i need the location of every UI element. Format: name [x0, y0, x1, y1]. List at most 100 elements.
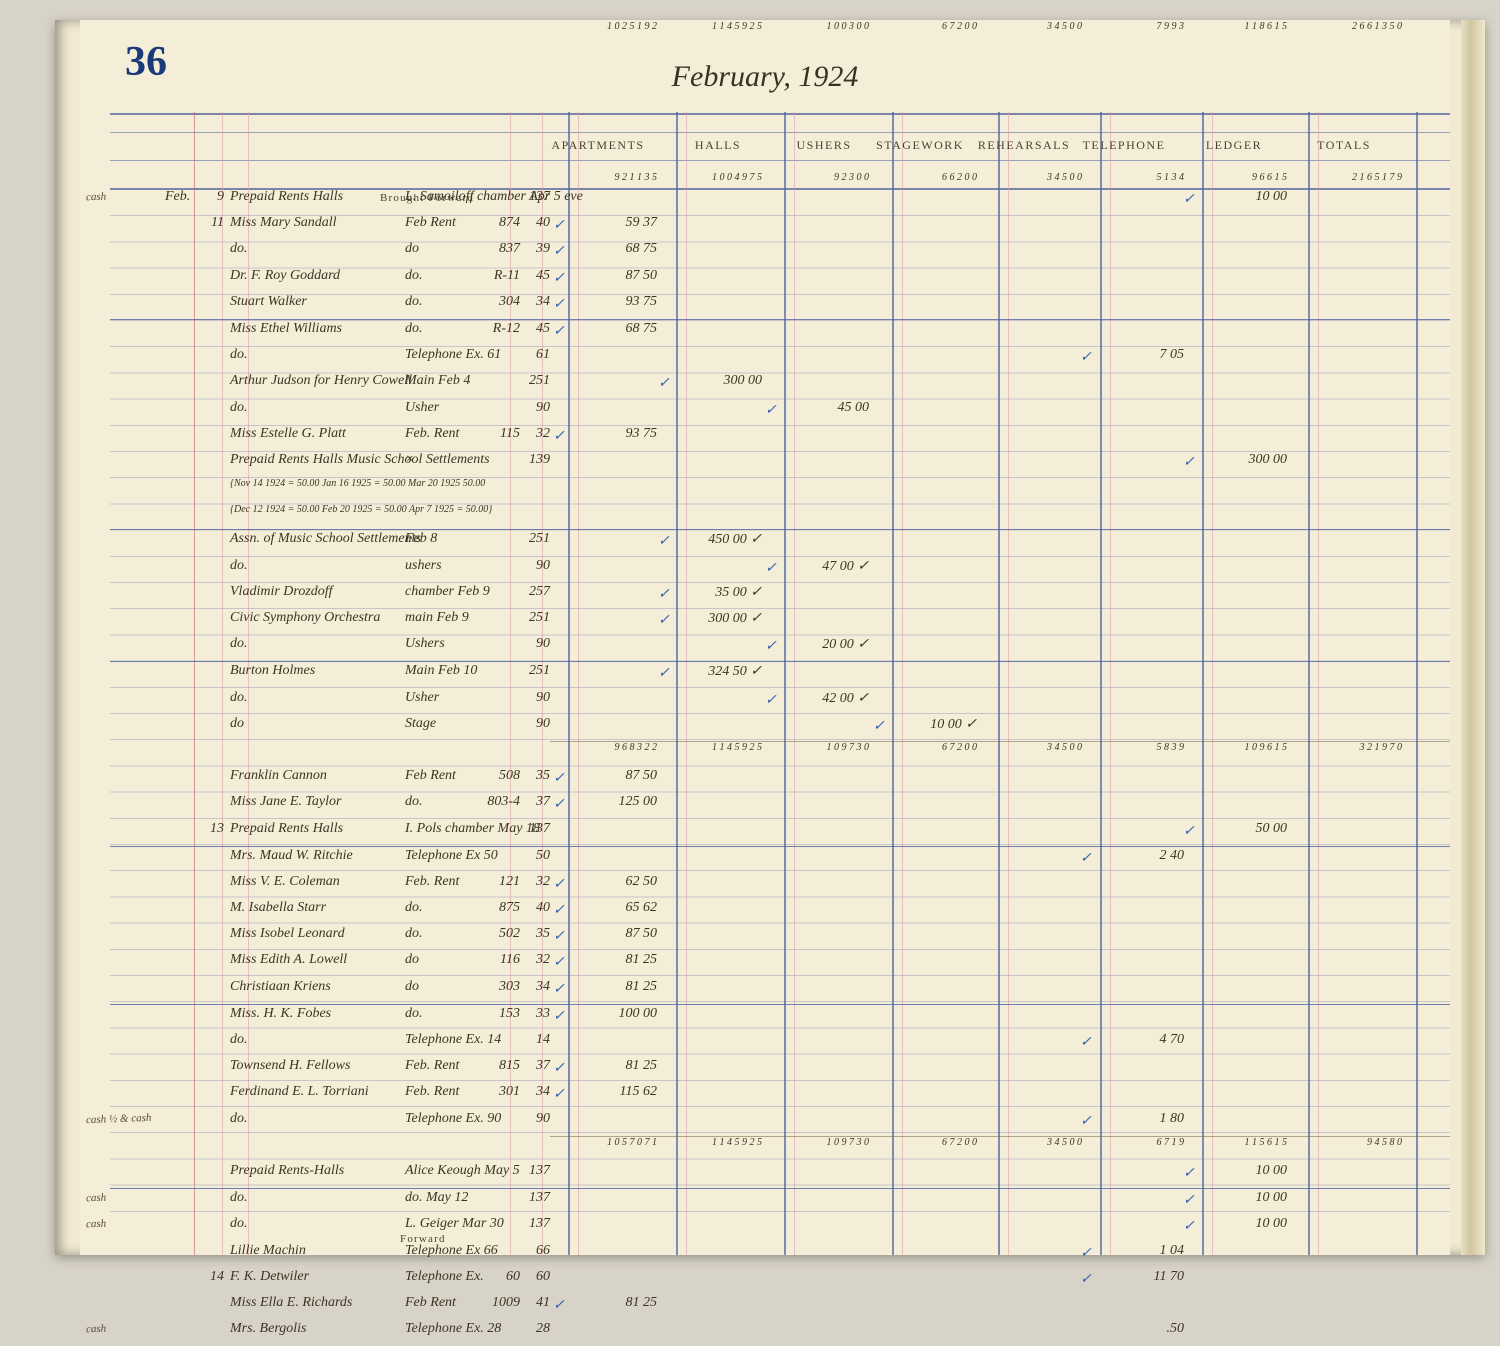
folio-cell: 66: [520, 1243, 550, 1259]
description-cell: do.: [230, 690, 430, 706]
forward-ledger: 1 1 8 6 1 5: [1195, 21, 1287, 1247]
tick-apartments: ✓: [553, 296, 563, 308]
folio-cell: 50: [520, 848, 550, 864]
tick-apartments: ✓: [553, 796, 563, 808]
forward-apartments: 1 0 2 5 1 9 2: [565, 21, 657, 1247]
tick-ledger: ✓: [1183, 823, 1193, 835]
description-cell: Mrs. Maud W. Ritchie: [230, 848, 430, 864]
forward-stagework: 6 7 2 0 0: [885, 21, 977, 1247]
tick-apartments: ✓: [553, 928, 563, 940]
ledger-page: 36 February, 1924 ApartmentsHallsUshersS…: [55, 20, 1485, 1255]
forward-label: Forward: [400, 1233, 446, 1245]
description-cell: Dr. F. Roy Goddard: [230, 268, 430, 284]
reference-cell: 815: [480, 1058, 520, 1074]
tick-ledger: ✓: [1183, 454, 1193, 466]
tick-ushers: ✓: [765, 638, 775, 650]
tick-apartments: ✓: [553, 1086, 563, 1098]
tick-ledger: ✓: [1183, 1165, 1193, 1177]
reference-cell: 1009: [480, 1295, 520, 1311]
description-cell: Christiaan Kriens: [230, 979, 430, 995]
folio-cell: 34: [520, 1084, 550, 1100]
reference-cell: 153: [480, 1006, 520, 1022]
right-page-gutter: [1461, 20, 1485, 1255]
tick-halls: ✓: [658, 612, 668, 624]
margin-note: cash: [86, 1323, 107, 1336]
tick-apartments: ✓: [553, 270, 563, 282]
telephone-amount: .50: [1092, 1321, 1184, 1337]
description-cell: do.: [230, 1190, 430, 1206]
folio-cell: 32: [520, 426, 550, 442]
folio-cell: 45: [520, 321, 550, 337]
folio-cell: 39: [520, 241, 550, 257]
description-cell: do.: [230, 1111, 430, 1127]
reference-cell: 803-4: [480, 794, 520, 810]
ledger-row: 14F. K. DetwilerTelephone Ex.606011 70✓: [110, 1268, 1450, 1294]
tick-apartments: ✓: [553, 876, 563, 888]
folio-cell: 137: [520, 1163, 550, 1179]
description-cell: Arthur Judson for Henry Cowell: [230, 373, 430, 389]
month-cell: Feb.: [165, 189, 205, 205]
folio-cell: 251: [520, 373, 550, 389]
description-cell: Mrs. Bergolis: [230, 1321, 430, 1337]
tick-apartments: ✓: [553, 243, 563, 255]
description-cell: Vladimir Drozdoff: [230, 584, 430, 600]
tick-halls: ✓: [658, 586, 668, 598]
folio-cell: 40: [520, 215, 550, 231]
description-cell: Prepaid Rents Halls: [230, 821, 430, 837]
description-cell: Assn. of Music School Settlements: [230, 531, 430, 547]
tick-apartments: ✓: [553, 1297, 563, 1309]
folio-cell: 34: [520, 294, 550, 310]
day-cell: 13: [200, 821, 224, 837]
description-cell: do.: [230, 400, 430, 416]
forward-telephone: 7 9 9 3: [1092, 21, 1184, 1247]
page-surface: 36 February, 1924 ApartmentsHallsUshersS…: [80, 20, 1450, 1255]
tick-ledger: ✓: [1183, 1192, 1193, 1204]
folio-cell: 137: [520, 821, 550, 837]
description-cell: {Dec 12 1924 = 50.00 Feb 20 1925 = 50.00…: [230, 504, 430, 515]
folio-cell: 90: [520, 690, 550, 706]
tick-apartments: ✓: [553, 323, 563, 335]
tick-ledger: ✓: [1183, 191, 1193, 203]
description-cell: Ferdinand E. L. Torriani: [230, 1084, 430, 1100]
description-cell: do.: [230, 347, 430, 363]
tick-apartments: ✓: [553, 1008, 563, 1020]
reference-cell: R-11: [480, 268, 520, 284]
reference-cell: 115: [480, 426, 520, 442]
folio-cell: 35: [520, 926, 550, 942]
folio-cell: 90: [520, 1111, 550, 1127]
description-cell: Civic Symphony Orchestra: [230, 610, 430, 626]
description-cell: Miss V. E. Coleman: [230, 874, 430, 890]
folio-cell: 139: [520, 452, 550, 468]
tick-ledger: ✓: [1183, 1218, 1193, 1230]
description-cell: do.: [230, 636, 430, 652]
description-cell: Miss Jane E. Taylor: [230, 794, 430, 810]
folio-cell: 37: [520, 794, 550, 810]
description-cell: Miss Mary Sandall: [230, 215, 430, 231]
margin-note: cash: [86, 1192, 107, 1205]
description-cell: Miss Ethel Williams: [230, 321, 430, 337]
apartments-amount: 81 25: [565, 1295, 657, 1311]
folio-cell: 33: [520, 1006, 550, 1022]
folio-cell: 32: [520, 874, 550, 890]
reference-cell: 303: [480, 979, 520, 995]
folio-cell: 90: [520, 558, 550, 574]
description-cell: do: [230, 716, 430, 732]
description-cell: M. Isabella Starr: [230, 900, 430, 916]
day-cell: 9: [200, 189, 224, 205]
description-cell: do.: [230, 1216, 430, 1232]
forward-totals: 2 6 6 1 3 5 0: [1310, 21, 1402, 1247]
forward-rehearsals: 3 4 5 0 0: [990, 21, 1082, 1247]
description-cell: do.: [230, 1032, 430, 1048]
forward-ushers: 1 0 0 3 0 0: [777, 21, 869, 1247]
tick-ushers: ✓: [765, 692, 775, 704]
reference-cell: 116: [480, 952, 520, 968]
description-cell: {Nov 14 1924 = 50.00 Jan 16 1925 = 50.00…: [230, 478, 430, 489]
description-cell: do.: [230, 241, 430, 257]
folio-cell: 257: [520, 584, 550, 600]
ledger-row: Miss Ella E. RichardsFeb Rent10094181 25…: [110, 1294, 1450, 1320]
tick-apartments: ✓: [553, 770, 563, 782]
reference-cell: 508: [480, 768, 520, 784]
reference-cell: 875: [480, 900, 520, 916]
forward-halls: 1 1 4 5 9 2 5: [670, 21, 762, 1247]
reference-cell: R-12: [480, 321, 520, 337]
